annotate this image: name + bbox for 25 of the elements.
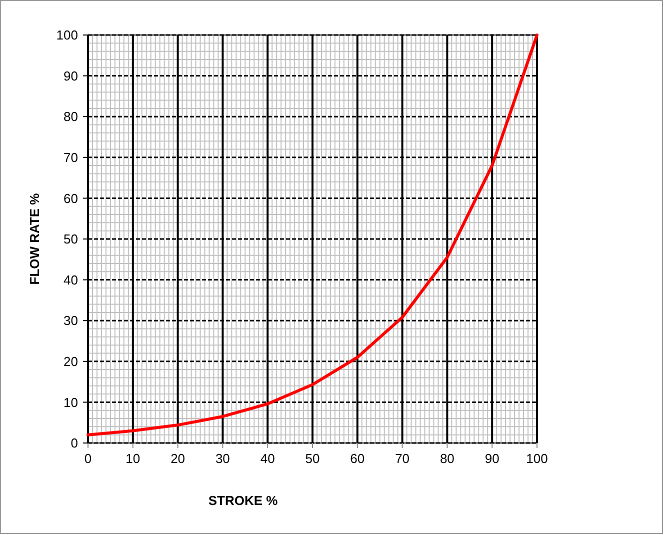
x-tick-label: 90 xyxy=(484,451,500,466)
x-axis-title: STROKE % xyxy=(208,493,278,508)
y-tick-label: 0 xyxy=(70,436,78,451)
y-tick-label: 80 xyxy=(64,109,78,124)
y-tick-label: 30 xyxy=(64,313,78,328)
y-tick-label: 20 xyxy=(64,354,78,369)
y-tick-label: 40 xyxy=(64,272,78,288)
x-tick-label: 50 xyxy=(305,451,320,466)
y-tick-label: 60 xyxy=(64,190,78,206)
x-tick-label: 60 xyxy=(350,451,365,466)
y-tick-label: 10 xyxy=(64,394,78,410)
x-tick-label: 80 xyxy=(440,451,454,466)
x-tick-label: 100 xyxy=(526,451,548,466)
y-tick-label: 50 xyxy=(64,232,78,247)
x-tick-label: 40 xyxy=(260,451,275,466)
x-tick-label: 70 xyxy=(395,451,410,466)
y-axis-title: FLOW RATE % xyxy=(27,192,42,285)
x-tick-label: 30 xyxy=(215,451,230,466)
y-tick-label: 100 xyxy=(56,28,78,43)
y-tick-label: 70 xyxy=(64,150,78,165)
x-tick-label: 10 xyxy=(126,451,140,466)
x-tick-label: 20 xyxy=(170,451,186,466)
x-tick-label: 0 xyxy=(84,451,92,466)
line-series xyxy=(86,34,538,436)
y-tick-label: 90 xyxy=(64,68,78,84)
